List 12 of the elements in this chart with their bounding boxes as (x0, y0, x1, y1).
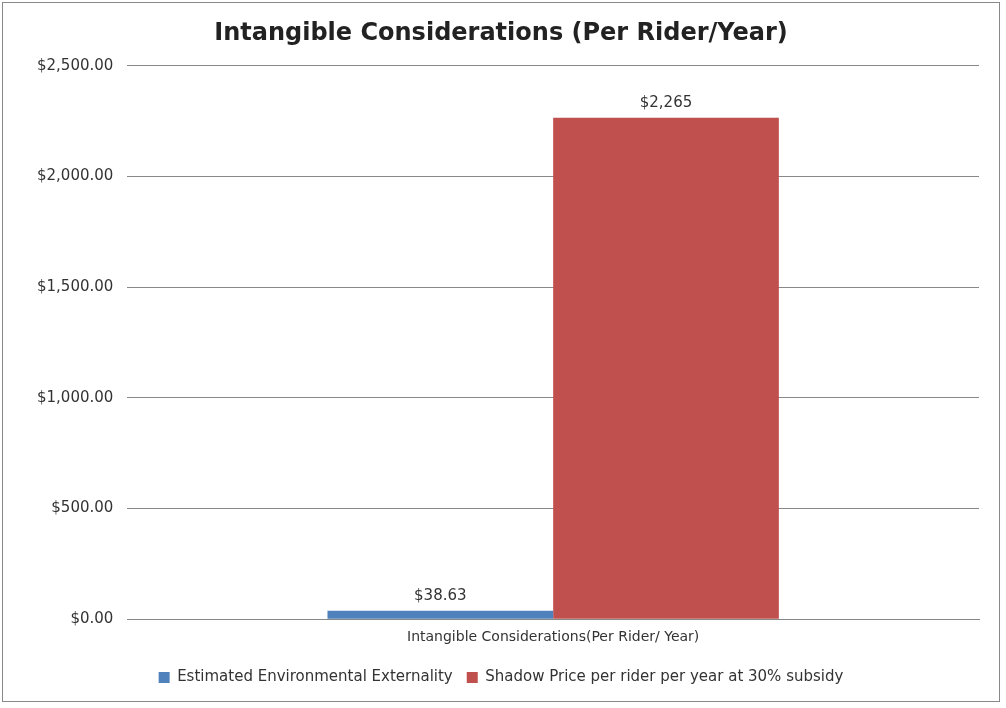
chart-title: Intangible Considerations (Per Rider/Year) (214, 17, 788, 46)
y-tick-label: $1,500.00 (37, 277, 114, 296)
y-tick-label: $2,000.00 (37, 166, 114, 185)
y-tick-label: $0.00 (70, 609, 114, 628)
y-tick-label: $1,000.00 (37, 387, 114, 406)
legend-label: Shadow Price per rider per year at 30% subsidy (485, 667, 844, 686)
data-label: $38.63 (414, 586, 467, 605)
y-tick-label: $500.00 (51, 498, 114, 517)
legend-label: Estimated Environmental Externality (177, 667, 453, 686)
x-tick-label: Intangible Considerations(Per Rider/ Year) (407, 628, 700, 645)
data-label: $2,265 (639, 93, 693, 112)
y-tick-label: $2,500.00 (37, 55, 114, 74)
